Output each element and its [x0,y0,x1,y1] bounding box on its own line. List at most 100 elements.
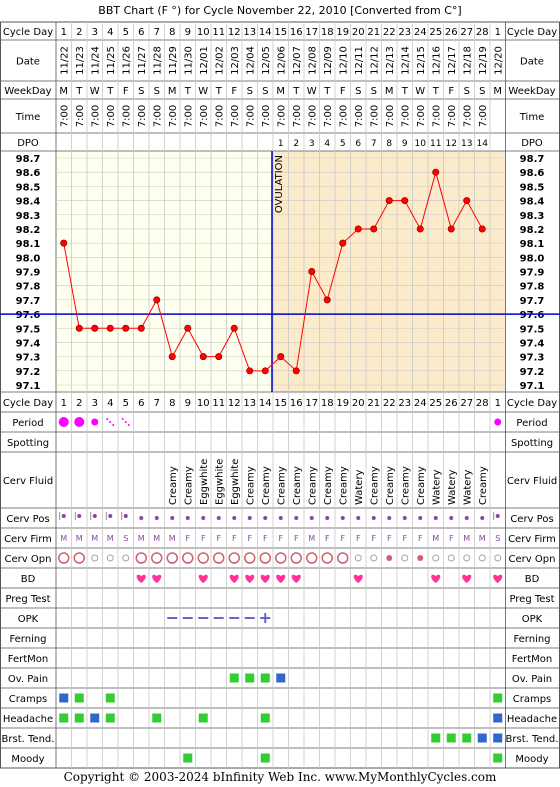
bd-heart-icon [245,574,255,583]
cycle-day-number-bottom: 4 [107,398,113,409]
cerv-firm-letter: F [247,534,252,543]
temperature-point [323,296,331,304]
bd-heart-icon [198,574,208,583]
dpo-number: 14 [477,139,489,149]
cerv-fluid-label: Creamy [276,466,287,505]
cycle-day-number-bottom: 24 [414,398,427,409]
y-tick-label-right: 98.6 [520,168,545,179]
row-label-bd: BD [21,574,36,585]
cerv-opn-circle-large [290,552,302,564]
brst-tend-square [493,733,503,743]
cycle-day-number-bottom: 23 [398,398,411,409]
brst-tend-square [446,733,456,743]
date-label: 12/15 [416,46,427,75]
cycle-day-number-bottom: 3 [92,398,98,409]
y-tick-label-right: 97.5 [520,324,545,335]
cycle-day-number-bottom: 28 [476,398,489,409]
date-label: 12/08 [307,46,318,75]
y-tick-label-left: 97.5 [16,324,41,335]
symptom-marks [58,417,503,763]
moody-square [183,753,193,763]
row-label-spotting: Spotting [7,438,49,449]
time-label: 7:00 [59,105,70,127]
temperature-point [153,296,161,304]
dpo-number: 1 [278,139,284,149]
date-label: 11/29 [168,46,179,75]
date-label: 12/07 [292,46,303,75]
cerv-fluid-label: Creamy [245,466,256,505]
cerv-pos-dot [371,516,376,520]
cerv-firm-letter: F [278,534,283,543]
cycle-day-number-bottom: 11 [212,398,225,409]
row-label-date: Date [16,57,40,68]
y-tick-label-right: 98.5 [520,182,545,193]
cerv-firm-letter: S [495,534,500,543]
time-label: 7:00 [230,105,241,127]
cycle-day-number-bottom: 8 [169,398,175,409]
cerv-firm-letter: M [308,534,315,543]
row-label-dpo: DPO [17,138,39,149]
date-label: 12/04 [245,46,256,75]
cerv-pos-dot [92,514,97,518]
y-tick-label-left: 97.3 [16,353,41,364]
temperature-line [63,170,483,372]
cerv-firm-letter: S [123,534,128,543]
cerv-opn-circle-small [447,554,455,562]
time-label: 7:00 [292,105,303,127]
weekday-letter: T [215,86,223,97]
cerv-fluid-label: Watery [354,469,365,505]
cerv-opn-circle-small [122,554,130,562]
y-tick-label-left: 98.7 [16,154,41,165]
brst-tend-square [477,733,487,743]
row-label-cycle-day: Cycle Day [3,27,53,38]
y-tick-label-left: 97.2 [16,367,41,378]
time-label: 7:00 [338,105,349,127]
temperature-point [199,353,207,361]
chart-title: BBT Chart (F °) for Cycle November 22, 2… [98,4,461,17]
bd-heart-icon [431,574,441,583]
cycle-day-number: 19 [336,27,349,38]
temperature-point [370,225,378,233]
cycle-day-number: 20 [352,27,365,38]
row-label-right-brst-tend: Brst. Tend. [506,734,559,745]
cerv-firm-letter: M [138,534,145,543]
cycle-day-number-bottom: 10 [197,398,210,409]
cycle-day-number: 23 [398,27,411,38]
row-label-preg-test: Preg Test [5,594,50,605]
cerv-fluid-label: Eggwhite [199,459,210,505]
cycle-day-number-bottom: 9 [185,398,191,409]
weekday-letter: F [231,86,237,97]
time-label: 7:00 [276,105,287,127]
bd-heart-icon [493,574,503,583]
moody-square [493,753,503,763]
weekday-letter: T [75,86,83,97]
y-tick-label-left: 98.4 [16,197,41,208]
cerv-pos-dot [170,516,175,520]
row-label-right-date: Date [520,57,544,68]
weekday-letter: T [184,86,192,97]
cerv-firm-letter: M [479,534,486,543]
y-tick-label-right: 97.8 [520,282,545,293]
cerv-firm-letter: F [449,534,454,543]
date-label: 12/09 [323,46,334,75]
weekday-letter: S [262,86,268,97]
cerv-pos-dot [278,516,283,520]
cerv-fluid-label: Creamy [323,466,334,505]
period-light-dot [121,418,124,420]
temperature-point [277,353,285,361]
weekday-letter: F [448,86,454,97]
temperature-point [463,197,471,205]
cycle-day-number-bottom: 15 [274,398,287,409]
cerv-opn-circle-small [478,554,486,562]
cycle-day-number-bottom: 25 [429,398,442,409]
cerv-firm-letter: M [60,534,67,543]
cerv-firm-letter: F [263,534,268,543]
date-label: 11/26 [121,46,132,75]
temperature-point [416,225,424,233]
time-label: 7:00 [447,105,458,127]
weekday-letter: W [415,86,425,97]
temperature-point [246,367,254,375]
period-light-dot [112,424,115,426]
cycle-day-number: 27 [460,27,473,38]
cerv-pos-dot [340,516,345,520]
